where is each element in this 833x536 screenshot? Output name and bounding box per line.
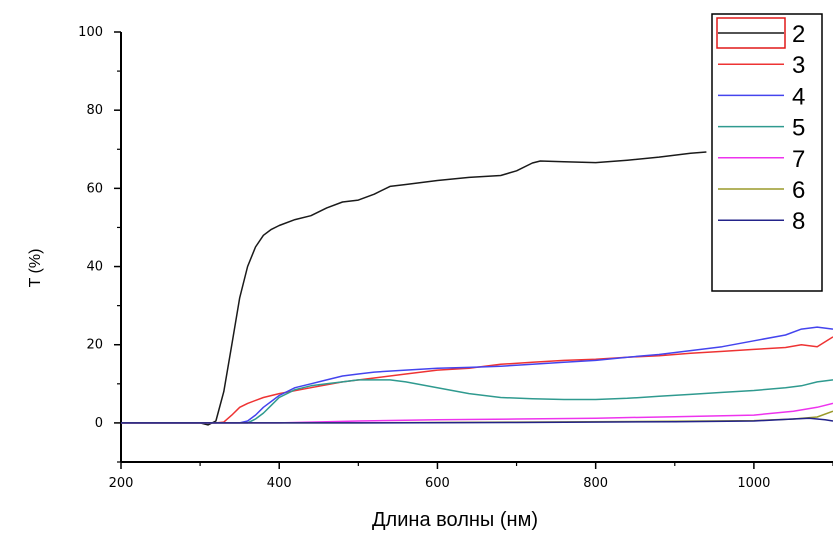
series-line-7 [121,402,833,424]
legend-label-5: 5 [792,115,805,142]
x-tick-label: 400 [267,476,292,491]
x-axis-title: Длина волны (нм) [372,509,538,531]
y-tick-label: 0 [95,416,103,431]
x-tick-label: 200 [109,476,134,491]
legend-highlight [716,17,786,49]
legend: 2 3 4 5 7 6 8 [711,13,823,292]
legend-label-3: 3 [792,52,805,79]
x-tick-label: 600 [425,476,450,491]
legend-label-2: 2 [792,21,805,48]
legend-label-6: 6 [792,177,805,204]
y-tick-label: 40 [86,260,103,275]
x-tick-label: 800 [583,476,608,491]
legend-box [711,13,823,292]
axes: 0 20 40 60 80 100 200 400 600 800 1000 [78,25,833,491]
series-line-3 [121,336,833,424]
series-line-5 [121,379,833,424]
x-tick-label: 1000 [737,476,770,491]
y-tick-label: 100 [78,25,103,40]
y-tick-label: 80 [86,103,103,118]
series-layer [121,151,833,426]
legend-label-4: 4 [792,83,805,110]
series-line-2 [121,151,707,426]
legend-label-7: 7 [792,146,805,173]
series-line-4 [121,326,833,424]
y-tick-label: 20 [86,338,103,353]
series-line-8 [121,417,833,424]
legend-label-8: 8 [792,208,805,235]
y-axis-title: T (%) [27,249,44,288]
y-tick-label: 60 [86,181,103,196]
